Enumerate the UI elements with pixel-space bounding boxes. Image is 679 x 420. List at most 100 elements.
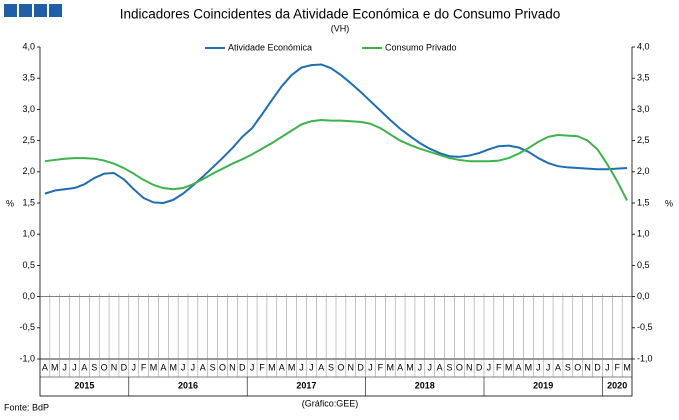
year-label: 2018	[415, 380, 435, 390]
x-tick-label: A	[437, 362, 443, 372]
x-tick-label: J	[62, 362, 67, 372]
y-tick-label: 2,5	[22, 135, 35, 145]
y2-tick-label: 1,0	[637, 229, 650, 239]
x-tick-label: J	[191, 362, 196, 372]
x-tick-label: O	[337, 362, 344, 372]
x-tick-label: M	[505, 362, 513, 372]
y2-tick-label: 3,5	[637, 73, 650, 83]
y2-tick-label: 0,0	[637, 291, 650, 301]
x-tick-label: O	[101, 362, 108, 372]
x-tick-label: J	[418, 362, 423, 372]
y-tick-label: 0,0	[22, 291, 35, 301]
year-label: 2015	[74, 380, 94, 390]
x-tick-label: O	[574, 362, 581, 372]
x-tick-label: O	[219, 362, 226, 372]
logo-square	[4, 4, 17, 17]
x-tick-label: J	[427, 362, 432, 372]
x-tick-label: D	[357, 362, 364, 372]
series-line	[44, 119, 628, 201]
x-tick-label: N	[348, 362, 355, 372]
year-label: 2017	[296, 380, 316, 390]
x-tick-label: F	[259, 362, 265, 372]
x-tick-label: S	[328, 362, 334, 372]
x-tick-label: F	[141, 362, 147, 372]
x-tick-label: J	[131, 362, 136, 372]
x-tick-label: A	[160, 362, 166, 372]
source: Fonte: BdP	[4, 402, 49, 412]
y-tick-label: -0,5	[19, 322, 35, 332]
x-tick-label: D	[594, 362, 601, 372]
chart-subtitle: (VH)	[331, 23, 350, 33]
x-tick-label: F	[496, 362, 502, 372]
x-tick-label: J	[309, 362, 314, 372]
x-tick-label: D	[476, 362, 483, 372]
x-tick-label: N	[584, 362, 591, 372]
x-tick-label: M	[406, 362, 414, 372]
y-tick-label: 3,0	[22, 104, 35, 114]
x-tick-label: A	[397, 362, 403, 372]
x-tick-label: M	[623, 362, 631, 372]
logo-square	[19, 4, 32, 17]
x-tick-label: M	[268, 362, 276, 372]
year-label: 2016	[178, 380, 198, 390]
y-tick-label: -1,0	[19, 353, 35, 363]
x-tick-label: J	[72, 362, 77, 372]
x-tick-label: S	[210, 362, 216, 372]
x-tick-label: A	[555, 362, 561, 372]
year-label: 2019	[533, 380, 553, 390]
y-tick-label: 4,0	[22, 41, 35, 51]
x-tick-label: N	[111, 362, 118, 372]
x-tick-label: F	[614, 362, 620, 372]
y2-tick-label: -1,0	[637, 353, 653, 363]
credit: (Gráfico:GEE)	[302, 398, 359, 408]
x-tick-label: A	[200, 362, 206, 372]
series-line	[44, 63, 628, 204]
y2-tick-label: 2,0	[637, 166, 650, 176]
x-tick-label: M	[288, 362, 296, 372]
x-tick-label: S	[565, 362, 571, 372]
x-tick-label: A	[42, 362, 48, 372]
x-tick-label: J	[605, 362, 610, 372]
x-tick-label: A	[81, 362, 87, 372]
x-tick-label: F	[378, 362, 384, 372]
y2-tick-label: 4,0	[637, 41, 650, 51]
x-tick-label: J	[487, 362, 492, 372]
logo-square	[49, 4, 62, 17]
x-tick-label: M	[150, 362, 158, 372]
x-tick-label: J	[368, 362, 373, 372]
y-tick-label: 3,5	[22, 73, 35, 83]
x-tick-label: M	[525, 362, 533, 372]
chart-title: Indicadores Coincidentes da Atividade Ec…	[120, 7, 561, 22]
x-tick-label: A	[516, 362, 522, 372]
y2-tick-label: 1,5	[637, 197, 650, 207]
y-axis-label: %	[6, 198, 14, 208]
y2-tick-label: 2,5	[637, 135, 650, 145]
x-tick-label: A	[318, 362, 324, 372]
x-tick-label: J	[181, 362, 186, 372]
y2-tick-label: -0,5	[637, 322, 653, 332]
y-tick-label: 2,0	[22, 166, 35, 176]
y2-tick-label: 0,5	[637, 260, 650, 270]
x-tick-label: J	[250, 362, 255, 372]
legend-label: Atividade Económica	[228, 42, 312, 52]
x-tick-label: S	[446, 362, 452, 372]
x-tick-label: M	[387, 362, 395, 372]
y2-tick-label: 3,0	[637, 104, 650, 114]
y-tick-label: 0,5	[22, 260, 35, 270]
x-tick-label: D	[239, 362, 246, 372]
x-tick-label: M	[169, 362, 177, 372]
legend-label: Consumo Privado	[385, 42, 457, 52]
x-tick-label: J	[299, 362, 304, 372]
x-tick-label: A	[279, 362, 285, 372]
y-tick-label: 1,5	[22, 197, 35, 207]
y-tick-label: 1,0	[22, 229, 35, 239]
x-tick-label: N	[466, 362, 473, 372]
x-tick-label: J	[546, 362, 551, 372]
x-tick-label: O	[456, 362, 463, 372]
x-tick-label: J	[536, 362, 541, 372]
year-label: 2020	[607, 380, 627, 390]
y2-axis-label: %	[665, 198, 673, 208]
x-tick-label: M	[51, 362, 59, 372]
x-tick-label: D	[121, 362, 128, 372]
